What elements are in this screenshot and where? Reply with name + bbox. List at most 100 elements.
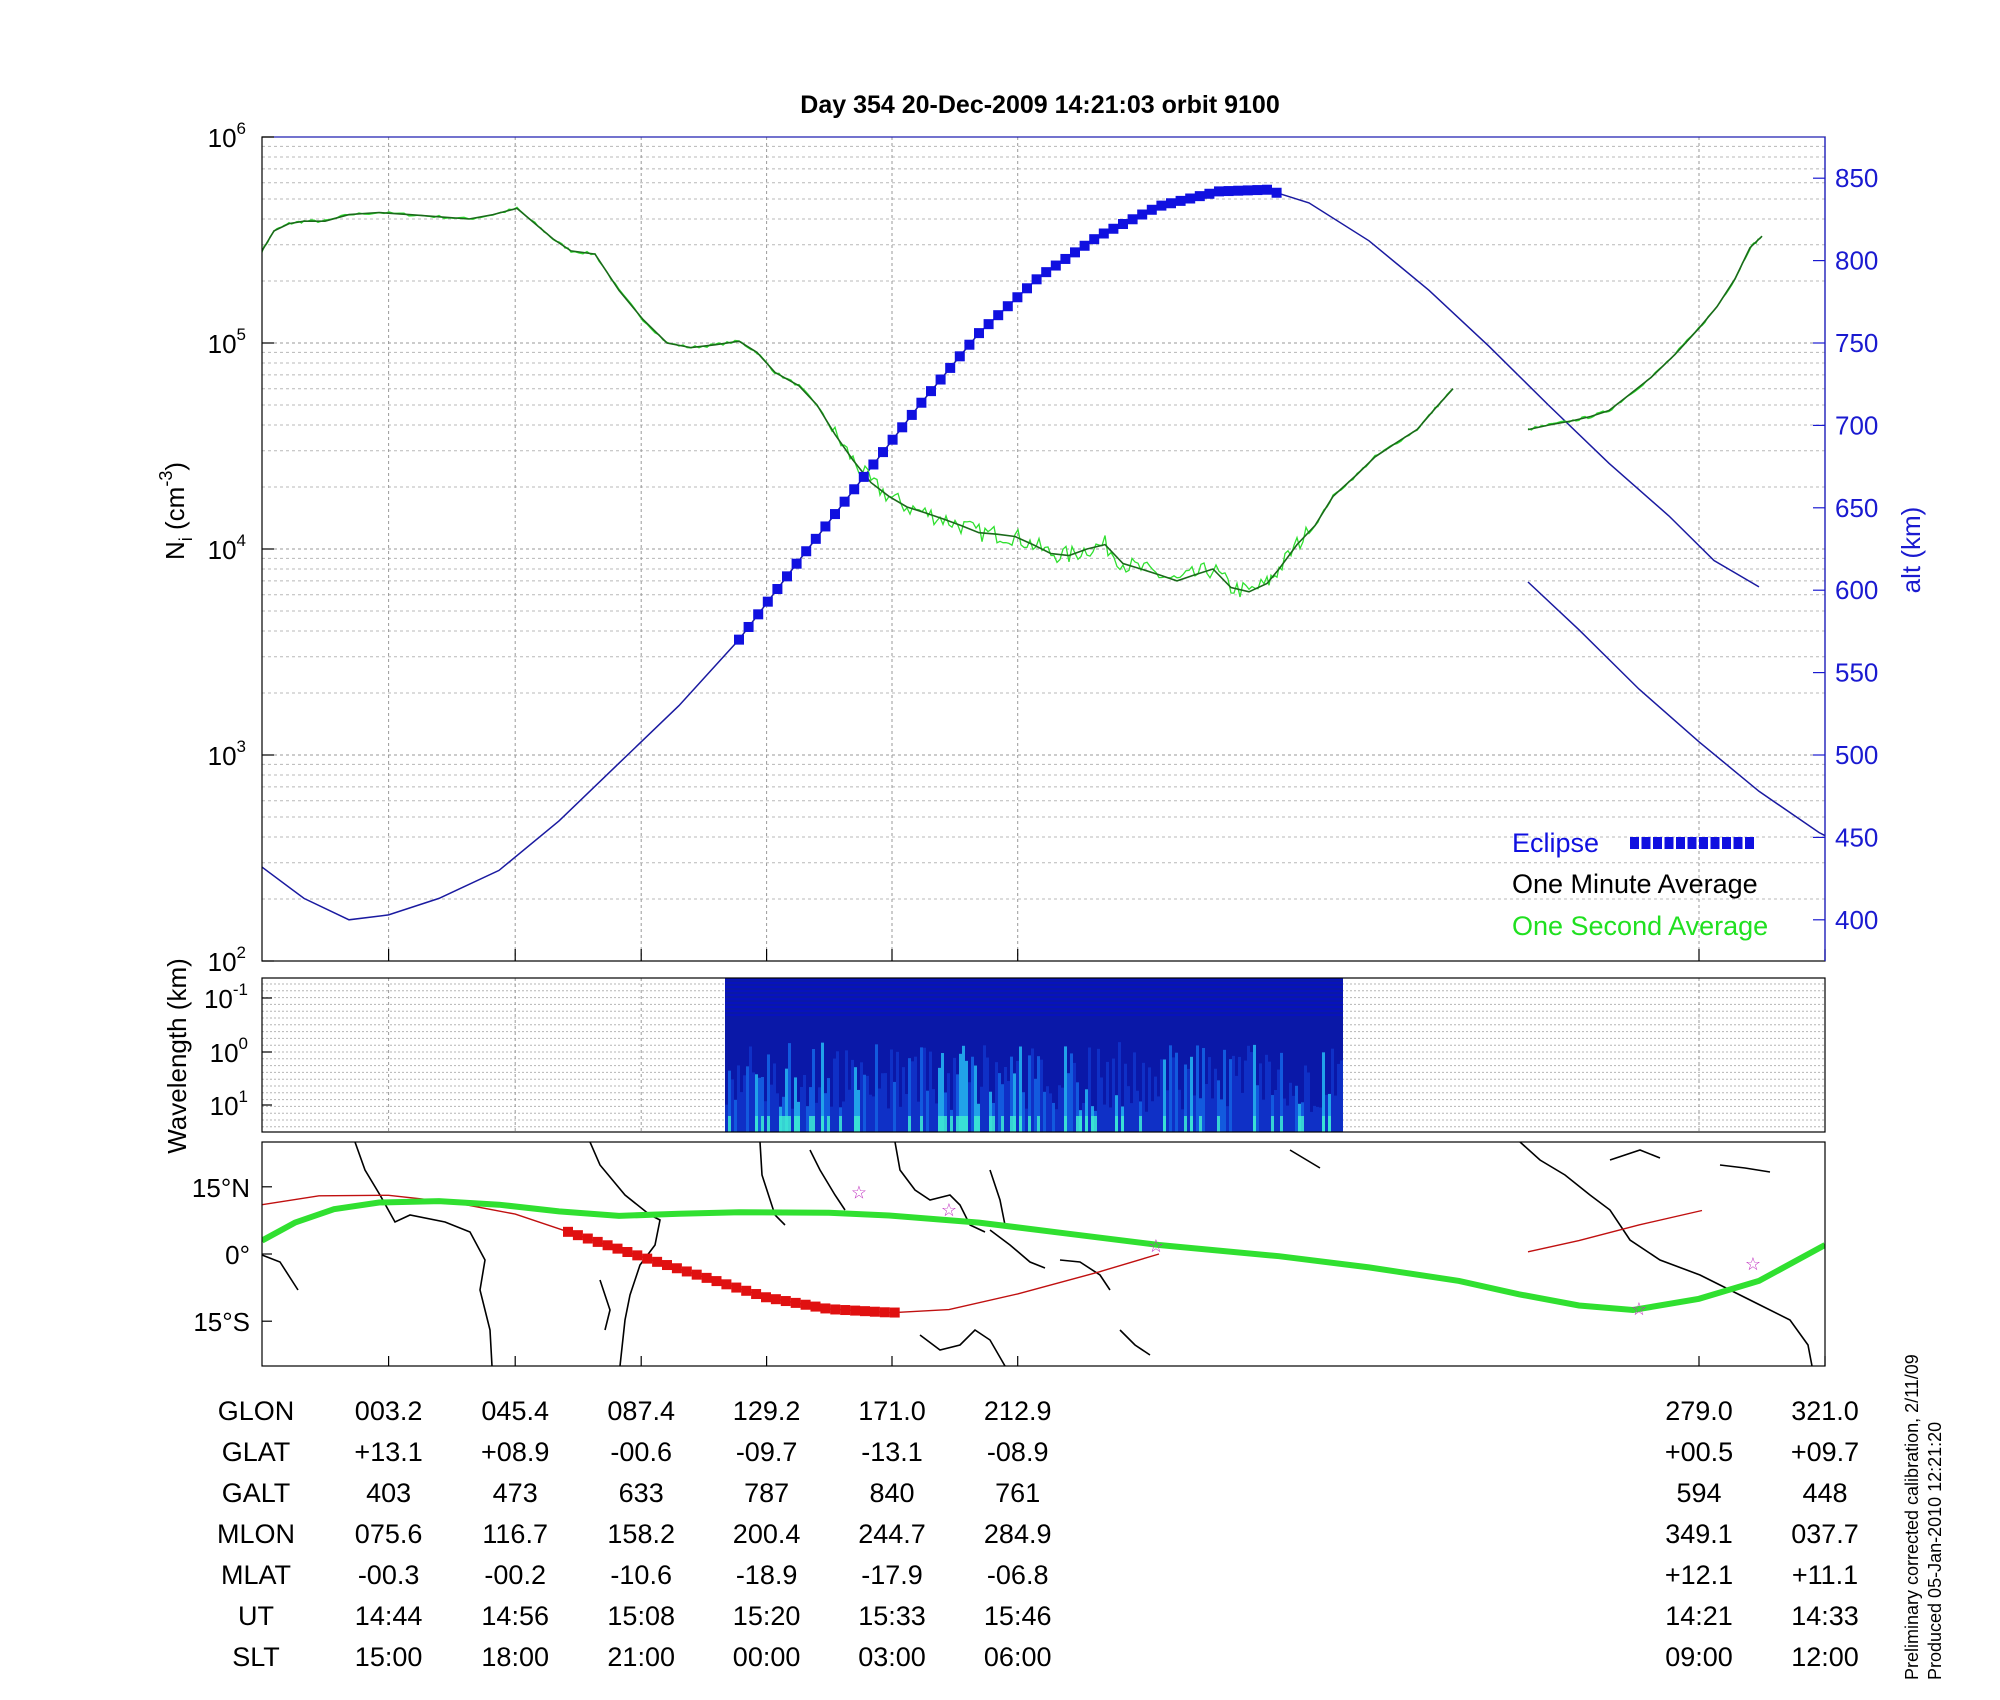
table-cell: 15:20	[733, 1601, 801, 1631]
table-cell: -09.7	[736, 1437, 798, 1467]
density-y-ticks: 102 103 104 105 106	[208, 119, 274, 977]
table-cell: 15:00	[355, 1642, 423, 1672]
eclipse-track-marker	[662, 1260, 672, 1271]
eclipse-marker	[734, 634, 744, 645]
eclipse-marker	[839, 496, 850, 507]
coastline	[919, 1328, 1006, 1366]
table-cell: 244.7	[858, 1519, 926, 1549]
eclipse-marker	[1031, 274, 1042, 285]
eclipse-marker	[1146, 204, 1157, 215]
table-cell: 087.4	[607, 1396, 675, 1426]
coastline	[1289, 1149, 1321, 1169]
table-cell: 18:00	[481, 1642, 549, 1672]
eclipse-marker	[974, 328, 984, 339]
eclipse-track-marker	[602, 1240, 613, 1251]
eclipse-marker	[1271, 187, 1282, 198]
eclipse-marker	[1223, 186, 1234, 197]
eclipse-track-marker	[612, 1243, 623, 1254]
coastline	[589, 1142, 661, 1366]
table-cell: 633	[619, 1478, 664, 1508]
eclipse-marker	[1175, 195, 1186, 206]
eclipse-marker	[945, 362, 956, 373]
wavelength-tick-label: 101	[210, 1087, 248, 1121]
altitude-tick-label: 800	[1835, 246, 1878, 276]
spectrogram-panel: 10-1 100 101 Wavelength (km)	[162, 958, 1826, 1154]
table-cell: -06.8	[987, 1560, 1049, 1590]
legend-eclipse-mark	[1733, 837, 1743, 849]
eclipse-marker	[993, 310, 1004, 321]
eclipse-marker	[878, 447, 888, 458]
eclipse-track-marker	[860, 1306, 870, 1317]
eclipse-marker	[1041, 267, 1052, 278]
eclipse-track-marker	[800, 1299, 811, 1310]
eclipse-track-marker	[632, 1250, 643, 1261]
table-cell: 14:21	[1665, 1601, 1733, 1631]
eclipse-track-marker	[691, 1269, 702, 1280]
eclipse-marker	[868, 459, 879, 470]
table-row-header: SLT	[232, 1642, 280, 1672]
altitude-tick-label: 500	[1835, 740, 1878, 770]
table-cell: 171.0	[858, 1396, 926, 1426]
table-cell: 15:08	[607, 1601, 675, 1631]
eclipse-marker	[772, 584, 783, 595]
coastline	[1609, 1149, 1661, 1161]
coastline	[809, 1149, 846, 1211]
coastlines	[262, 1142, 1813, 1366]
table-cell: 03:00	[858, 1642, 926, 1672]
table-row-header: GLAT	[222, 1437, 291, 1467]
density-tick-label: 102	[208, 943, 246, 977]
eclipse-marker	[1127, 214, 1138, 225]
table-cell: 473	[493, 1478, 538, 1508]
table-cell: 06:00	[984, 1642, 1052, 1672]
eclipse-marker	[935, 374, 946, 385]
density-series	[262, 184, 1825, 921]
legend-eclipse-mark	[1664, 837, 1674, 849]
table-cell: +13.1	[354, 1437, 422, 1467]
eclipse-marker	[1137, 209, 1148, 220]
eclipse-marker	[762, 596, 773, 607]
eclipse-track-marker	[741, 1285, 752, 1296]
table-cell: 116.7	[482, 1519, 548, 1549]
map-panel: ☆ ☆ ☆ ☆ ☆ 15°N 0° 15°S	[192, 1141, 1826, 1367]
table-cell: 14:44	[355, 1601, 423, 1631]
star-marker: ☆	[1148, 1236, 1164, 1256]
eclipse-track-marker	[671, 1263, 682, 1274]
wavelength-tick-label: 10-1	[204, 980, 248, 1014]
table-cell: 09:00	[1665, 1642, 1733, 1672]
table-cell: -00.2	[484, 1560, 546, 1590]
eclipse-marker	[820, 521, 831, 532]
table-cell: 787	[744, 1478, 789, 1508]
eclipse-marker	[1194, 191, 1205, 202]
eclipse-marker	[1233, 185, 1244, 196]
map-y-ticks: 15°N 0° 15°S	[192, 1173, 1826, 1366]
eclipse-marker	[1252, 185, 1263, 196]
eclipse-track-marker	[711, 1276, 722, 1287]
legend-eclipse-mark	[1687, 837, 1697, 849]
eclipse-track-marker	[879, 1307, 890, 1318]
table-cell: -13.1	[861, 1437, 923, 1467]
table-cell: 158.2	[607, 1519, 675, 1549]
eclipse-track-marker	[869, 1306, 880, 1317]
eclipse-track-marker	[770, 1294, 781, 1305]
density-tick-label: 106	[208, 119, 246, 153]
coastline	[989, 1229, 1046, 1269]
table-cell: 212.9	[984, 1396, 1052, 1426]
legend-eclipse-swatch	[1630, 837, 1754, 849]
eclipse-track-marker	[681, 1266, 692, 1277]
eclipse-track-marker	[820, 1303, 831, 1314]
eclipse-track-marker	[780, 1296, 791, 1307]
density-y-label: Ni (cm-3)	[156, 462, 196, 560]
table-row-header: MLON	[217, 1519, 295, 1549]
eclipse-track-marker	[563, 1226, 573, 1237]
eclipse-marker	[1242, 185, 1253, 196]
eclipse-marker	[1002, 301, 1013, 312]
eclipse-marker	[1012, 292, 1023, 303]
table-cell: 21:00	[607, 1642, 675, 1672]
altitude-tick-label: 600	[1835, 575, 1878, 605]
altitude-tick-label: 550	[1835, 658, 1878, 688]
table-cell: 00:00	[733, 1642, 801, 1672]
table-cell: 14:33	[1791, 1601, 1859, 1631]
altitude-tick-label: 650	[1835, 493, 1878, 523]
table-cell: +09.7	[1791, 1437, 1859, 1467]
